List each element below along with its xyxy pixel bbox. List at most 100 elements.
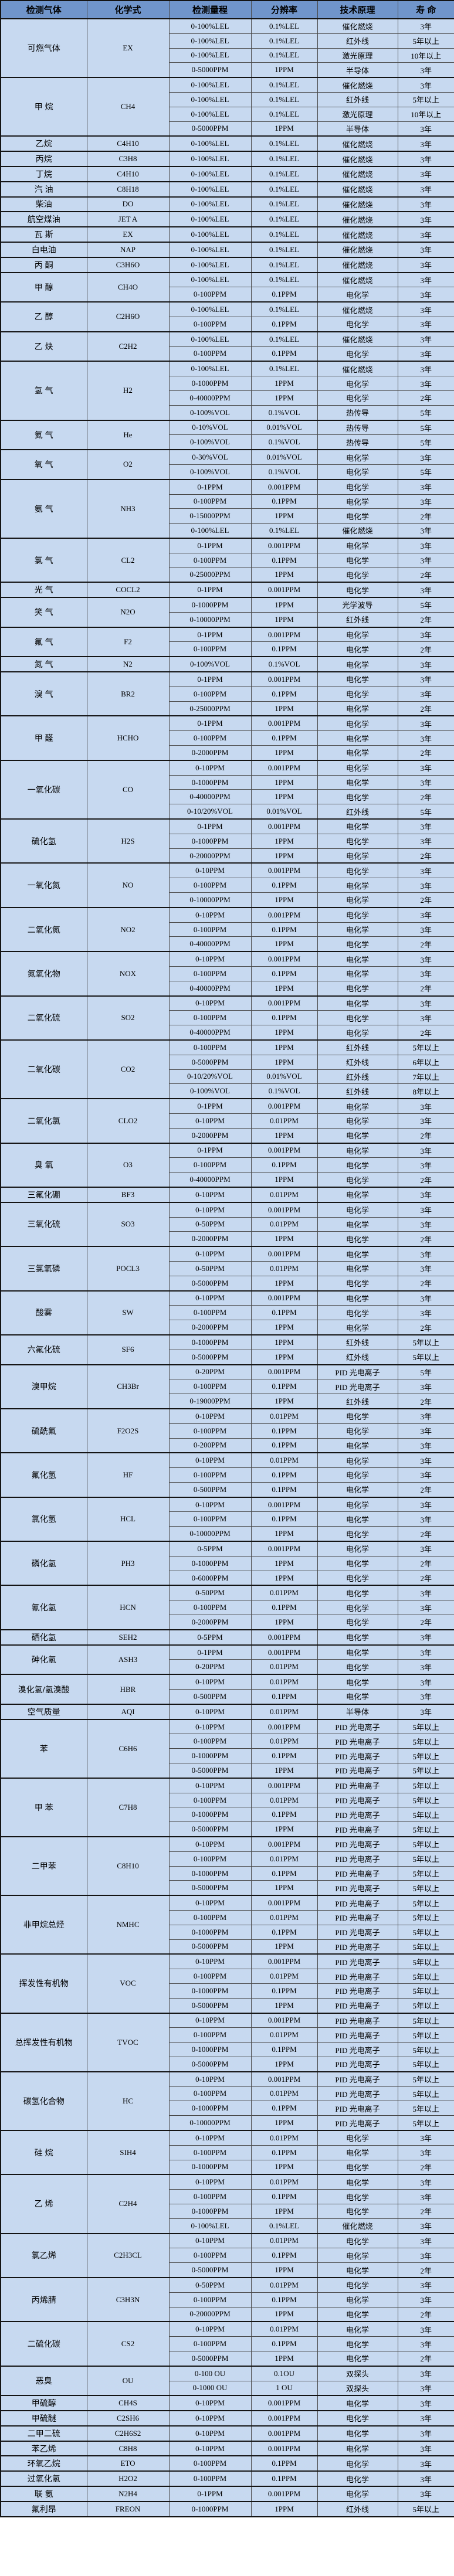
formula-cell: OU	[86, 2365, 170, 2396]
lifespan-cell: 3年	[397, 1585, 454, 1601]
principle-cell: 电化学	[317, 892, 398, 908]
range-cell: 0-100%LEL	[168, 256, 252, 273]
lifespan-cell: 3年	[397, 2425, 454, 2442]
resolution-cell: 0.1PPM	[250, 1689, 318, 1705]
range-cell: 0-20000PPM	[168, 848, 252, 864]
table-row: 0-100%LEL 0.1%LEL 催化燃烧 3年	[1, 523, 454, 539]
table-row: 二氧化氮 NO2 0-10PPM 0.001PPM 电化学 3年	[0, 906, 454, 952]
gas-name-cell: 乙 醇	[0, 301, 87, 332]
gas-name-cell: 一氧化氮	[0, 862, 87, 908]
formula-cell: CH4S	[86, 2395, 170, 2411]
table-row: 0-100PPM 0.1PPM 电化学 3年	[1, 1511, 454, 1527]
resolution-cell: 0.01PPM	[250, 1674, 318, 1690]
resolution-cell: 0.1PPM	[250, 1305, 318, 1321]
gas-name-cell: 酸雾	[0, 1290, 87, 1335]
table-row: 碳氢化合物 HC 0-10PPM 0.001PPM PID 光电离子 5年以上	[0, 2071, 454, 2131]
lifespan-cell: 2年	[397, 1570, 454, 1586]
range-cell: 0-30%VOL	[168, 449, 252, 465]
range-cell: 0-100PPM	[168, 2292, 252, 2307]
range-cell: 0-2000PPM	[168, 1231, 252, 1247]
table-row: 0-1000PPM 1PPM 电化学 3年	[1, 774, 454, 790]
formula-cell: F2O2S	[86, 1408, 170, 1453]
range-cell: 0-100PPM	[168, 922, 252, 937]
principle-cell: PID 光电离子	[317, 1379, 398, 1395]
resolution-cell: 1PPM	[250, 1615, 318, 1630]
table-row: 溴甲烷 CH3Br 0-20PPM 0.001PPM PID 光电离子 5年	[0, 1364, 454, 1409]
principle-cell: PID 光电离子	[317, 1851, 398, 1867]
range-cell: 0-10PPM	[168, 2232, 252, 2249]
table-row: 氮氧化物 NOX 0-10PPM 0.001PPM 电化学 3年	[0, 951, 454, 997]
lifespan-cell: 3年	[397, 316, 454, 332]
formula-cell: CO2	[86, 1039, 170, 1099]
resolution-cell: 0.1%LEL	[250, 271, 318, 288]
table-row: 0-100%VOL 0.1%VOL 红外线 8年以上	[1, 1083, 454, 1099]
range-cell: 0-10PPM	[168, 1895, 252, 1911]
resolution-cell: 1PPM	[250, 121, 318, 137]
range-cell: 0-100%LEL	[168, 151, 252, 167]
resolution-cell: 0.1%LEL	[250, 165, 318, 182]
lifespan-cell: 3年	[397, 1098, 454, 1114]
range-cell: 0-10/20%VOL	[168, 804, 252, 820]
table-row: 0-100PPM 0.1PPM 电化学 3年	[1, 878, 454, 893]
resolution-cell: 1PPM	[250, 2262, 318, 2278]
lifespan-cell: 3年	[397, 2410, 454, 2427]
resolution-cell: 1PPM	[250, 701, 318, 716]
resolution-cell: 1PPM	[250, 376, 318, 391]
range-cell: 0-100PPM	[168, 966, 252, 981]
table-row: 0-100%VOL 0.1%VOL 热传导 5年	[1, 434, 454, 450]
col-header-principle: 技术原理	[317, 0, 398, 19]
range-cell: 0-1000PPM	[168, 774, 252, 790]
lifespan-cell: 3年	[397, 361, 454, 377]
principle-cell: 电化学	[317, 1615, 398, 1630]
range-cell: 0-5000PPM	[168, 1275, 252, 1292]
gas-name-cell: 氮 气	[0, 656, 87, 672]
lifespan-cell: 5年	[397, 405, 454, 421]
lifespan-cell: 2年	[397, 892, 454, 908]
resolution-cell: 1PPM	[250, 597, 318, 613]
lifespan-cell: 2年	[397, 1555, 454, 1571]
table-row: 甲 烷 CH4 0-100%LEL 0.1%LEL 催化燃烧 3年	[0, 77, 454, 137]
principle-cell: 电化学	[317, 2174, 398, 2190]
range-cell: 0-500PPM	[168, 1481, 252, 1498]
range-cell: 0-1000PPM	[168, 2042, 252, 2057]
range-cell: 0-40000PPM	[168, 1172, 252, 1188]
table-row: 二甲苯 C8H10 0-10PPM 0.001PPM PID 光电离子 5年以上	[0, 1836, 454, 1896]
lifespan-cell: 2年	[397, 1025, 454, 1041]
lifespan-cell: 5年以上	[397, 1718, 454, 1735]
table-row: 二硫化碳 CS2 0-10PPM 0.01PPM 电化学 3年	[0, 2321, 454, 2367]
principle-cell: 电化学	[317, 2232, 398, 2249]
resolution-cell: 0.001PPM	[250, 1953, 318, 1970]
resolution-cell: 0.1%VOL	[250, 1083, 318, 1099]
principle-cell: 红外线	[317, 1349, 398, 1365]
lifespan-cell: 5年	[397, 804, 454, 820]
range-cell: 0-5000PPM	[168, 2056, 252, 2072]
range-cell: 0-10000PPM	[168, 1526, 252, 1542]
range-cell: 0-1PPM	[168, 2486, 252, 2502]
resolution-cell: 0.01PPM	[250, 1216, 318, 1232]
range-cell: 0-10PPM	[168, 2071, 252, 2087]
resolution-cell: 1PPM	[250, 892, 318, 908]
formula-cell: HC	[86, 2071, 170, 2131]
lifespan-cell: 2年	[397, 1127, 454, 1144]
lifespan-cell: 2年	[397, 1481, 454, 1498]
lifespan-cell: 3年	[397, 966, 454, 981]
range-cell: 0-1000PPM	[168, 2203, 252, 2219]
formula-cell: HBR	[86, 1674, 170, 1705]
gas-name-cell: 甲 醛	[0, 715, 87, 761]
resolution-cell: 1PPM	[250, 1555, 318, 1571]
range-cell: 0-10PPM	[168, 1718, 252, 1735]
lifespan-cell: 3年	[397, 1260, 454, 1276]
range-cell: 0-10000PPM	[168, 2115, 252, 2131]
formula-cell: C8H8	[86, 2440, 170, 2456]
principle-cell: PID 光电离子	[317, 2056, 398, 2072]
lifespan-cell: 3年	[397, 2455, 454, 2472]
col-header-formula: 化学式	[86, 0, 170, 19]
resolution-cell: 1PPM	[250, 789, 318, 805]
formula-cell: C4H10	[86, 135, 170, 152]
principle-cell: PID 光电离子	[317, 1939, 398, 1955]
range-cell: 0-1000PPM	[168, 1865, 252, 1881]
principle-cell: PID 光电离子	[317, 1734, 398, 1749]
gas-name-cell: 硫酰氟	[0, 1408, 87, 1453]
range-cell: 0-5000PPM	[168, 1997, 252, 2014]
resolution-cell: 0.1%LEL	[250, 226, 318, 243]
